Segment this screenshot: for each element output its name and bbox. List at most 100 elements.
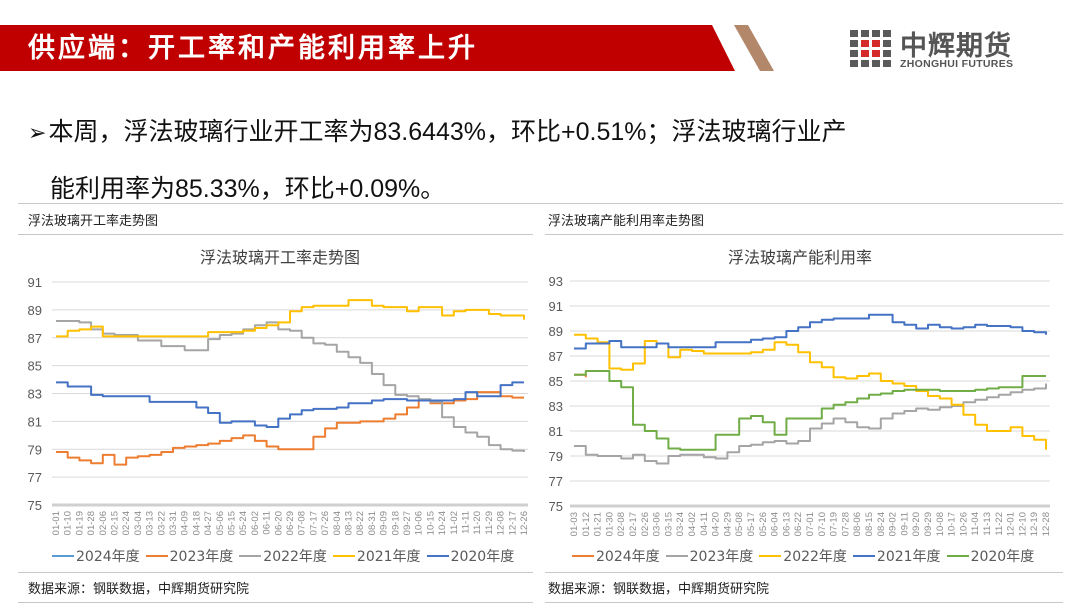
x-tick-label: 03-15 [663, 512, 674, 536]
x-tick-label: 03-13 [145, 511, 156, 535]
x-tick-label: 08-13 [344, 511, 355, 535]
legend-item[interactable]: 2020年度 [946, 546, 1034, 566]
y-tick-label: 77 [549, 474, 563, 489]
legend-item[interactable]: 2020年度 [426, 546, 514, 566]
x-tick-label: 08-24 [876, 512, 887, 536]
x-tick-label: 12-28 [1041, 512, 1052, 536]
series-line [574, 383, 1047, 465]
summary-line-1: 本周，浮法玻璃行业开工率为83.6443%，环比+0.51%；浮法玻璃行业产 [48, 118, 847, 146]
page-title: 供应端：开工率和产能利用率上升 [28, 33, 478, 64]
header-accent-stripe [734, 25, 774, 71]
legend-label: 2022年度 [263, 549, 327, 565]
x-tick-label: 04-09 [180, 511, 191, 535]
x-tick-label: 10-08 [935, 512, 946, 536]
source-divider-left [18, 572, 533, 573]
x-tick-label: 02-08 [616, 512, 627, 536]
x-tick-label: 10-26 [958, 512, 969, 536]
x-tick-label: 03-24 [675, 512, 686, 536]
x-tick-label: 07-08 [297, 511, 308, 535]
x-tick-label: 09-09 [379, 511, 390, 535]
x-tick-label: 11-02 [449, 511, 460, 535]
x-tick-label: 10-15 [425, 511, 436, 535]
company-logo: 中辉期货 ZHONGHUI FUTURES [850, 28, 1050, 72]
x-tick-label: 01-21 [593, 512, 604, 536]
x-tick-label: 02-15 [110, 511, 121, 535]
x-tick-label: 05-24 [238, 511, 249, 535]
x-tick-label: 02-17 [628, 512, 639, 536]
legend-swatch-icon [759, 555, 782, 557]
y-tick-label: 85 [549, 374, 563, 389]
left-chart-caption: 浮法玻璃开工率走势图 [28, 214, 159, 229]
x-tick-label: 03-06 [652, 512, 663, 536]
x-tick-label: 06-22 [793, 512, 804, 536]
legend-label: 2023年度 [169, 549, 234, 565]
x-tick-label: 11-11 [461, 511, 472, 534]
legend-item[interactable]: 2022年度 [759, 546, 847, 566]
x-tick-label: 08-06 [852, 512, 863, 536]
x-tick-label: 11-04 [970, 512, 981, 536]
legend-swatch-icon [426, 555, 449, 557]
legend-item[interactable]: 2021年度 [852, 546, 941, 566]
x-tick-label: 05-17 [746, 512, 757, 536]
y-tick-label: 75 [549, 499, 563, 514]
legend-item[interactable]: 2023年度 [145, 546, 234, 566]
left-chart-legend: 2024年度 2023年度 2022年度 2021年度 2020年度 [52, 546, 514, 566]
series-line [56, 299, 525, 338]
x-tick-label: 09-27 [402, 511, 413, 535]
x-tick-label: 06-02 [250, 511, 261, 535]
x-tick-label: 09-29 [923, 512, 934, 536]
x-tick-label: 01-03 [569, 512, 580, 536]
legend-item[interactable]: 2021年度 [332, 546, 421, 566]
legend-swatch-icon [572, 555, 594, 557]
x-tick-label: 09-11 [899, 512, 910, 536]
x-tick-label: 08-31 [367, 511, 378, 535]
y-tick-label: 81 [549, 424, 563, 439]
series-line [56, 381, 524, 428]
x-tick-label: 01-30 [604, 512, 615, 536]
right-chart-caption: 浮法玻璃产能利用率走势图 [548, 214, 705, 229]
series-line [574, 370, 1046, 451]
legend-swatch-icon [332, 555, 355, 557]
x-tick-label: 05-15 [227, 511, 238, 535]
series-line [56, 320, 525, 453]
left-data-source: 数据来源：钢联数据，中辉期货研究院 [28, 582, 250, 597]
x-tick-label: 03-22 [156, 511, 167, 535]
logo-grid-icon [850, 30, 891, 68]
x-tick-label: 05-08 [734, 512, 745, 536]
y-tick-label: 77 [28, 470, 42, 485]
x-tick-label: 03-31 [168, 511, 179, 535]
legend-item[interactable]: 2024年度 [52, 546, 140, 566]
y-tick-label: 81 [28, 414, 42, 429]
x-tick-label: 10-24 [437, 511, 448, 535]
x-tick-label: 12-17 [507, 511, 518, 535]
y-tick-label: 93 [549, 274, 563, 289]
y-tick-label: 79 [549, 449, 563, 464]
legend-item[interactable]: 2022年度 [239, 546, 327, 566]
x-tick-label: 05-06 [215, 511, 226, 535]
x-tick-label: 07-17 [308, 511, 319, 535]
legend-item[interactable]: 2023年度 [665, 546, 753, 566]
legend-swatch-icon [665, 555, 688, 557]
legend-swatch-icon [52, 555, 74, 557]
y-tick-label: 83 [28, 387, 42, 402]
right-data-source: 数据来源：钢联数据，中辉期货研究院 [548, 582, 770, 597]
x-tick-label: 02-24 [121, 511, 132, 535]
logo-name-cn: 中辉期货 [900, 31, 1012, 62]
legend-swatch-icon [852, 555, 875, 557]
x-tick-label: 07-01 [805, 512, 816, 536]
x-tick-label: 11-29 [484, 511, 495, 535]
legend-item[interactable]: 2024年度 [572, 546, 660, 566]
series-line [574, 333, 1047, 450]
bottom-divider-right [545, 602, 1063, 603]
x-tick-label: 09-18 [390, 511, 401, 535]
x-tick-label: 04-27 [203, 511, 214, 535]
x-tick-label: 12-08 [496, 511, 507, 535]
x-tick-label: 02-06 [98, 511, 109, 535]
x-tick-label: 01-12 [581, 512, 592, 536]
summary-line-2: 能利用率为85.33%，环比+0.09%。 [50, 175, 446, 203]
right-chart-legend: 2024年度 2023年度 2022年度 2021年度 2020年度 [572, 546, 1034, 566]
y-tick-label: 87 [28, 331, 42, 346]
legend-label: 2024年度 [76, 549, 140, 565]
x-tick-label: 06-20 [273, 511, 284, 535]
